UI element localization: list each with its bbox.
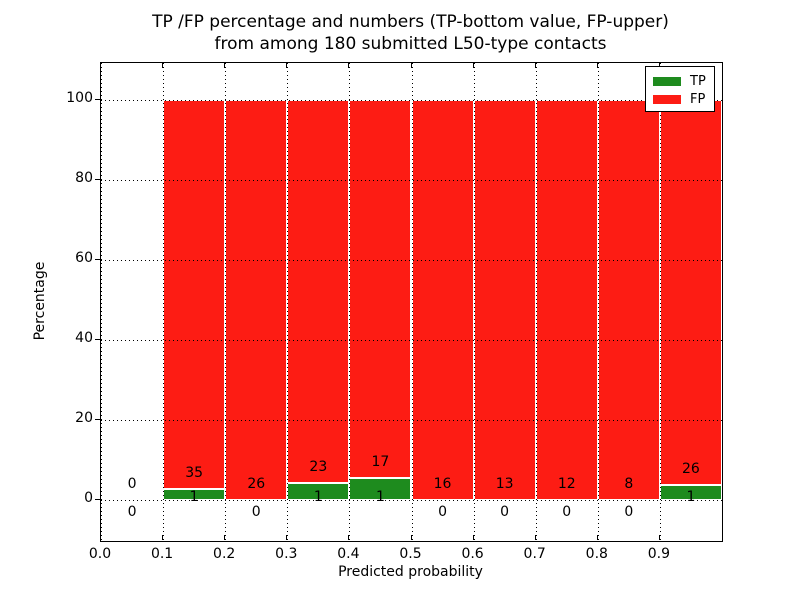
chart-title: TP /FP percentage and numbers (TP-bottom… xyxy=(100,11,721,55)
legend-entry-fp: FP xyxy=(646,90,714,108)
legend-entry-tp: TP xyxy=(646,72,714,90)
fp-count-label: 13 xyxy=(495,476,514,492)
y-tick-label: 20 xyxy=(75,410,93,426)
tp-count-label: 0 xyxy=(251,504,261,520)
fp-count-label: 26 xyxy=(247,476,266,492)
tp-count-label: 0 xyxy=(624,504,634,520)
fp-count-label: 17 xyxy=(371,453,390,470)
y-tick-mark xyxy=(95,259,100,260)
tp-count-label: 0 xyxy=(438,504,447,520)
x-tick-label: 0.7 xyxy=(523,546,546,562)
x-tick-mark xyxy=(100,63,101,68)
tp-color-swatch xyxy=(653,76,681,86)
x-tick-mark xyxy=(596,535,598,540)
fp-count-label: 0 xyxy=(127,476,137,492)
x-tick-mark xyxy=(658,63,660,68)
x-tick-label: 0.2 xyxy=(213,546,236,562)
x-tick-mark xyxy=(472,63,474,68)
y-axis-label: Percentage xyxy=(32,261,48,341)
x-tick-label: 0.9 xyxy=(647,546,671,562)
y-tick-label: 60 xyxy=(75,250,93,266)
x-axis-label: Predicted probability xyxy=(338,564,483,580)
legend-label-fp: FP xyxy=(690,91,706,107)
x-tick-mark xyxy=(410,535,412,540)
x-tick-mark xyxy=(348,63,350,68)
x-tick-mark xyxy=(100,535,101,540)
legend-label-tp: TP xyxy=(690,73,706,89)
x-tick-mark xyxy=(534,535,536,540)
y-tick-mark xyxy=(95,419,100,420)
fp-count-label: 26 xyxy=(682,461,700,478)
y-tick-label: 40 xyxy=(75,330,93,346)
chart-title-line2: from among 180 submitted L50-type contac… xyxy=(214,34,607,54)
x-tick-mark xyxy=(472,535,474,540)
tp-count-label: 1 xyxy=(313,489,323,505)
bar-fp xyxy=(411,100,474,500)
x-tick-mark xyxy=(224,535,226,540)
tp-count-label: 0 xyxy=(562,504,572,520)
y-tick-label: 100 xyxy=(66,90,93,106)
y-tick-mark xyxy=(95,99,100,100)
x-tick-label: 0.3 xyxy=(275,546,298,562)
x-tick-label: 0.0 xyxy=(88,546,112,562)
y-tick-label: 80 xyxy=(75,170,93,186)
y-tick-label: 0 xyxy=(84,490,93,506)
chart-title-line1: TP /FP percentage and numbers (TP-bottom… xyxy=(152,12,669,32)
tp-count-label: 0 xyxy=(127,504,137,520)
tp-count-label: 0 xyxy=(500,504,510,520)
y-tick-mark xyxy=(95,179,100,180)
tp-count-label: 1 xyxy=(189,489,199,505)
x-tick-mark xyxy=(286,63,288,68)
bar-count-labels-layer: 0 0 35 1 26 0 23 1 17 1 16 0 13 0 12 0 8 0 26 1 xyxy=(101,63,722,541)
x-tick-label: 0.6 xyxy=(461,546,484,562)
x-tick-mark xyxy=(162,63,164,68)
x-tick-mark xyxy=(224,63,226,68)
x-tick-label: 0.8 xyxy=(585,546,608,562)
x-tick-label: 0.5 xyxy=(399,546,422,562)
bar-fp xyxy=(597,100,660,500)
x-tick-mark xyxy=(348,535,350,540)
fp-count-label: 16 xyxy=(433,476,452,492)
legend-box: TP FP xyxy=(645,66,715,112)
bar-fp xyxy=(163,100,226,489)
fp-count-label: 23 xyxy=(309,459,328,476)
tp-count-label: 1 xyxy=(375,489,385,505)
tp-count-label: 1 xyxy=(686,489,696,505)
fp-color-swatch xyxy=(653,94,681,104)
y-tick-mark xyxy=(95,339,100,340)
fp-count-label: 12 xyxy=(557,476,576,492)
x-tick-mark xyxy=(162,535,164,540)
x-tick-mark xyxy=(410,63,412,68)
x-tick-mark xyxy=(596,63,598,68)
x-tick-mark xyxy=(286,535,288,540)
fp-count-label: 8 xyxy=(624,476,634,492)
x-tick-label: 0.1 xyxy=(150,546,174,562)
x-tick-mark xyxy=(658,535,660,540)
bars-layer xyxy=(101,63,722,541)
y-tick-mark xyxy=(95,499,100,500)
x-tick-mark xyxy=(534,63,536,68)
plot-area: 0 0 35 1 26 0 23 1 17 1 16 0 13 0 12 0 8 0 26 1 xyxy=(100,62,723,542)
x-tick-label: 0.4 xyxy=(337,546,360,562)
fp-count-label: 35 xyxy=(185,464,204,481)
